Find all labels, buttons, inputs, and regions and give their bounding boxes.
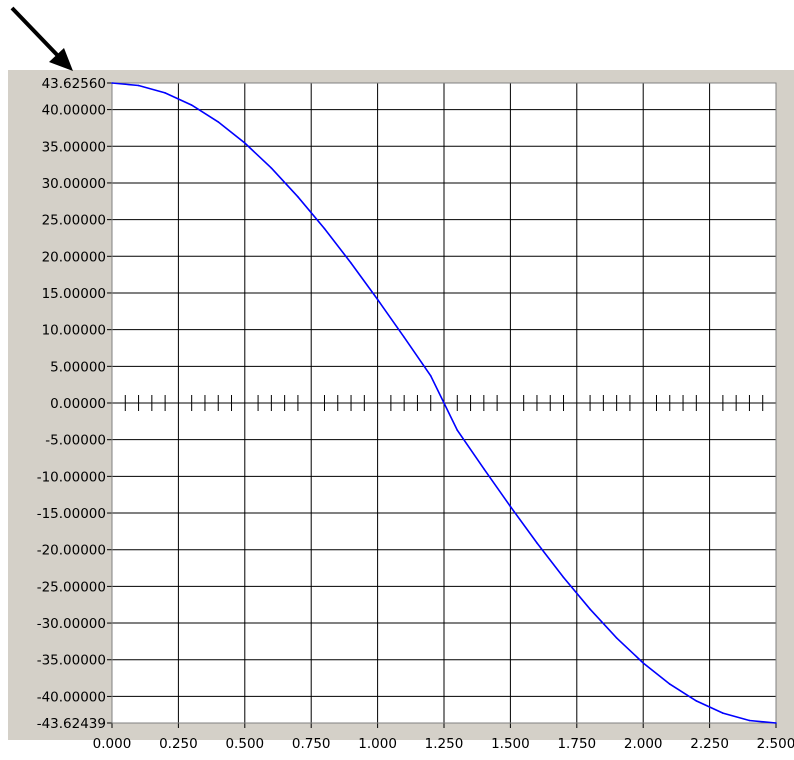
data-point [297,196,299,198]
y-tick-label: 30.00000 [42,176,106,192]
x-tick-label: 1.000 [358,736,397,752]
data-point [642,662,644,664]
y-tick-label: -20.00000 [37,543,106,559]
data-point [111,82,113,84]
y-tick-label: -15.00000 [37,506,106,522]
x-tick-label: 0.250 [159,736,198,752]
y-tick-label: 35.00000 [42,139,106,155]
y-tick-label: 10.00000 [42,323,106,339]
data-point [350,262,352,264]
arrow-down-right-icon [12,8,73,71]
y-tick-label: -25.00000 [37,579,106,595]
data-point [244,142,246,144]
y-tick-label: -43.62439 [37,716,106,732]
data-point [669,683,671,685]
y-tick-label: 15.00000 [42,286,106,302]
data-point [749,720,751,722]
y-tick-label: 5.00000 [50,359,106,375]
data-point [217,121,219,123]
data-point [510,506,512,508]
data-point [563,577,565,579]
data-point [483,468,485,470]
data-point [164,92,166,94]
data-point [536,542,538,544]
data-point [403,336,405,338]
x-tick-label: 2.250 [690,736,729,752]
data-point [430,375,432,377]
x-tick-label: 1.250 [425,736,464,752]
x-tick-label: 0.750 [292,736,331,752]
x-tick-label: 2.500 [757,736,794,752]
data-point [191,104,193,106]
y-tick-label: -10.00000 [37,469,106,485]
data-point [138,85,140,87]
x-tick-label: 1.500 [491,736,530,752]
data-point [775,722,777,724]
data-point [589,608,591,610]
data-point [324,228,326,230]
data-point [443,402,445,404]
y-tick-label: 40.00000 [42,103,106,119]
data-point [722,712,724,714]
y-tick-label: -30.00000 [37,616,106,632]
y-tick-label: -35.00000 [37,653,106,669]
data-point [377,299,379,301]
data-point [456,429,458,431]
data-point [271,167,273,169]
x-tick-label: 1.750 [557,736,596,752]
y-tick-label: -5.00000 [45,433,106,449]
y-tick-label: 25.00000 [42,213,106,229]
y-tick-label: 43.62560 [42,76,106,92]
y-tick-label: -40.00000 [37,689,106,705]
y-tick-label: 20.00000 [42,249,106,265]
data-point [696,700,698,702]
x-tick-label: 0.500 [225,736,264,752]
x-tick-label: 0.000 [93,736,132,752]
data-point [616,637,618,639]
x-tick-label: 2.000 [624,736,663,752]
y-tick-label: 0.00000 [50,396,106,412]
